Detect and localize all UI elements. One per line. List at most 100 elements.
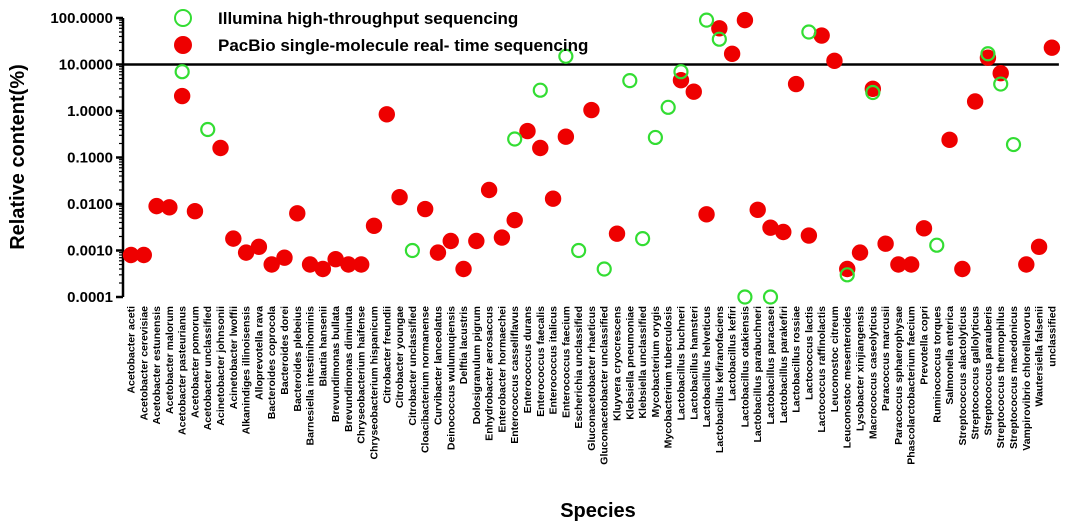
data-point-pacbio	[455, 260, 472, 278]
x-tick-label: Streptococcus parauberis	[982, 306, 994, 436]
x-tick-label: Dolosigranulum pigrum	[471, 306, 483, 424]
data-point-pacbio	[787, 75, 805, 93]
data-point-pacbio	[1043, 39, 1061, 56]
data-point-illumina	[404, 242, 420, 259]
data-point-pacbio	[583, 101, 600, 119]
data-point-pacbio	[966, 93, 984, 110]
x-tick-label: Alkanindiges illinoisensis	[241, 306, 253, 435]
legend: Illumina high-throughput sequencing PacB…	[174, 9, 588, 55]
x-axis-title: Species	[560, 500, 636, 522]
y-axis-title: Relative content(%)	[7, 64, 29, 250]
x-tick-label: Lactobacillus helveticus	[701, 306, 713, 428]
data-point-pacbio	[557, 128, 575, 145]
y-tick-label: 100.0000	[50, 10, 113, 27]
data-point-illumina	[596, 261, 612, 277]
x-tick-label: Streptococcus macedonicus	[1008, 306, 1020, 449]
x-tick-label: Citrobacter youngae	[394, 306, 406, 408]
x-tick-label: Prevotella copri	[918, 306, 930, 385]
data-point-pacbio	[851, 244, 869, 261]
data-point-pacbio	[301, 256, 319, 273]
data-point-pacbio	[173, 87, 191, 105]
data-point-illumina	[507, 131, 523, 147]
x-tick-label: Deinococcus wulumuqiensis	[445, 306, 457, 450]
x-tick-label: Lactobacillus rossiae	[791, 306, 803, 413]
data-point-illumina	[801, 24, 817, 40]
y-tick-label: 1.0000	[67, 103, 113, 120]
x-tick-label: Acetobacter pasteurianus	[177, 306, 189, 435]
y-tick-label: 0.0010	[67, 243, 113, 260]
data-point-pacbio	[327, 250, 344, 268]
data-point-pacbio	[979, 49, 997, 66]
data-point-illumina	[673, 64, 689, 80]
data-point-pacbio	[365, 217, 383, 234]
legend-marker-pacbio	[174, 36, 192, 54]
data-point-pacbio	[890, 256, 907, 273]
x-tick-label: Enterococcus durans	[522, 306, 534, 414]
y-tick-label: 10.0000	[59, 57, 113, 74]
x-tick-label: Enhydrobacter aerosaccus	[484, 306, 496, 441]
data-point-pacbio	[263, 256, 280, 273]
data-point-illumina	[762, 289, 779, 305]
legend-label-illumina: Illumina high-throughput sequencing	[218, 9, 518, 28]
data-point-illumina	[200, 121, 216, 138]
data-point-illumina	[993, 76, 1009, 92]
data-point-pacbio	[826, 52, 843, 70]
data-point-pacbio	[864, 80, 882, 98]
x-tick-label: Lactobacillus buchneri	[675, 306, 687, 420]
x-tick-label: Lysobacter xinjiangensis	[855, 306, 867, 431]
x-tick-label: Lactobacillus paracasei	[765, 306, 777, 425]
x-tick-label: Kluyvera cryocrescens	[612, 306, 624, 421]
x-tick-label: Macrococcus caseolyticus	[867, 306, 879, 439]
x-tick-label: Vampirovibrio chlorellavorus	[1021, 306, 1033, 451]
x-tick-label: Enterobacter hormaechei	[496, 306, 508, 433]
data-point-pacbio	[544, 190, 562, 207]
x-tick-label: Mycobacterium orygis	[650, 306, 662, 418]
data-point-pacbio	[340, 256, 357, 273]
x-tick-label: Acetobacter pomorum	[189, 306, 201, 418]
x-tick-label: Brevundimonas diminuta	[343, 306, 355, 432]
x-tick-label: Gluconacetobacter unclassified	[599, 306, 611, 465]
x-tick-label: Lactobacillus kefiranofaciens	[714, 306, 726, 453]
x-tick-label: Phascolarctobacterium faecium	[906, 306, 918, 465]
data-point-pacbio	[902, 256, 920, 273]
data-points	[122, 11, 1061, 305]
x-tick-label: Chryseobacterium hispanicum	[369, 306, 381, 459]
y-tick-label: 0.0100	[67, 196, 113, 213]
data-point-pacbio	[711, 20, 728, 37]
x-tick-label: Enterococcus casseliflavus	[509, 306, 521, 444]
x-tick-label: Acetobacter estunensis	[151, 306, 163, 425]
data-point-illumina	[737, 289, 753, 305]
data-point-illumina	[839, 267, 855, 283]
data-point-illumina	[980, 46, 996, 62]
data-point-illumina	[174, 64, 190, 80]
data-point-pacbio	[378, 106, 395, 123]
x-tick-label: Bacteroides coprocola	[266, 306, 278, 419]
data-point-illumina	[711, 31, 727, 47]
data-point-pacbio	[468, 232, 485, 250]
x-tick-label: Acetobacter unclassified	[202, 306, 214, 430]
data-point-pacbio	[877, 235, 894, 252]
data-point-pacbio	[800, 227, 818, 244]
data-point-illumina	[571, 242, 587, 259]
data-point-pacbio	[915, 220, 933, 237]
x-tick-label: Klebsiella unclassified	[637, 306, 649, 419]
data-point-pacbio	[122, 246, 140, 264]
x-tick-label: Streptococcus gallolyticus	[970, 306, 982, 440]
data-point-pacbio	[353, 256, 370, 273]
x-tick-label: Leuconostoc citreum	[829, 306, 841, 412]
x-tick-label: Bacteroides plebeius	[292, 306, 304, 412]
x-tick-label: Citrobacter unclassified	[407, 306, 419, 426]
x-tick-label: Streptococcus alactolyticus	[957, 306, 969, 446]
data-point-pacbio	[442, 232, 459, 250]
x-tick-label: Enterococcus faecalis	[535, 306, 547, 417]
x-tick-label: Bacteroides dorei	[279, 306, 291, 395]
x-tick-label: Enterococcus faecium	[560, 306, 572, 418]
data-point-pacbio	[532, 139, 549, 157]
data-point-illumina	[558, 48, 574, 64]
x-tick-label: Paracoccus sphaerophysae	[893, 306, 905, 445]
data-point-illumina	[532, 82, 548, 98]
data-point-pacbio	[813, 27, 830, 44]
data-point-pacbio	[1018, 256, 1035, 273]
data-point-illumina	[929, 237, 945, 253]
